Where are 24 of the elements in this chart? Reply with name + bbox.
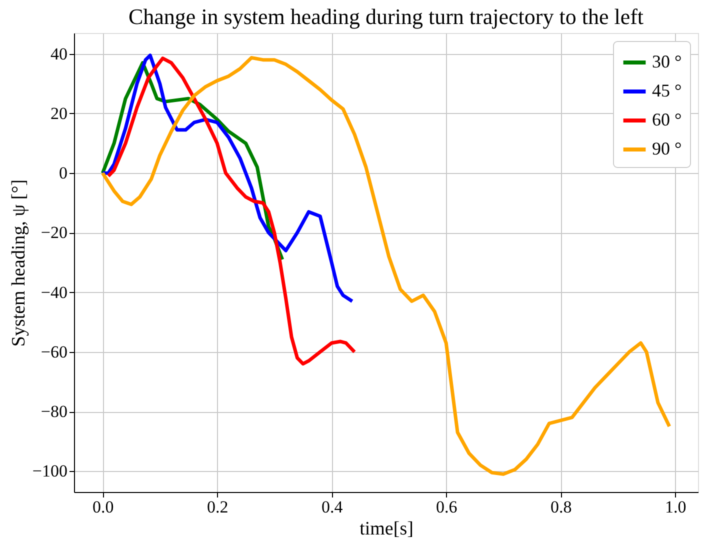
y-tick-label: −20 (40, 223, 68, 242)
chart-title: Change in system heading during turn trajectory to the left (128, 4, 644, 29)
y-tick-label: 0 (59, 164, 68, 183)
legend-label: 45 ° (652, 80, 682, 100)
y-tick-label: 20 (50, 104, 68, 123)
x-tick-label: 0.8 (550, 498, 572, 516)
line-series (100, 54, 354, 303)
y-axis-title: System heading, ψ [°] (8, 179, 30, 347)
x-tick-label: 1.0 (664, 498, 686, 516)
line-series (100, 56, 672, 476)
legend-label: 60 ° (652, 110, 682, 130)
x-tick-label: 0.2 (206, 498, 228, 516)
x-tick-label: 0.0 (92, 498, 114, 516)
legend-label: 30 ° (652, 52, 682, 72)
y-tick-label: 40 (50, 44, 68, 64)
y-tick-label: −60 (40, 342, 68, 362)
y-tick-label: −100 (32, 462, 68, 481)
x-tick-label: 0.6 (436, 498, 458, 516)
x-tick-label: 0.4 (321, 498, 344, 516)
x-axis-title: time[s] (360, 518, 414, 540)
legend-label: 90 ° (652, 138, 682, 158)
y-tick-label: −40 (40, 282, 68, 302)
y-tick-label: −80 (40, 402, 68, 422)
line-series (106, 56, 356, 366)
